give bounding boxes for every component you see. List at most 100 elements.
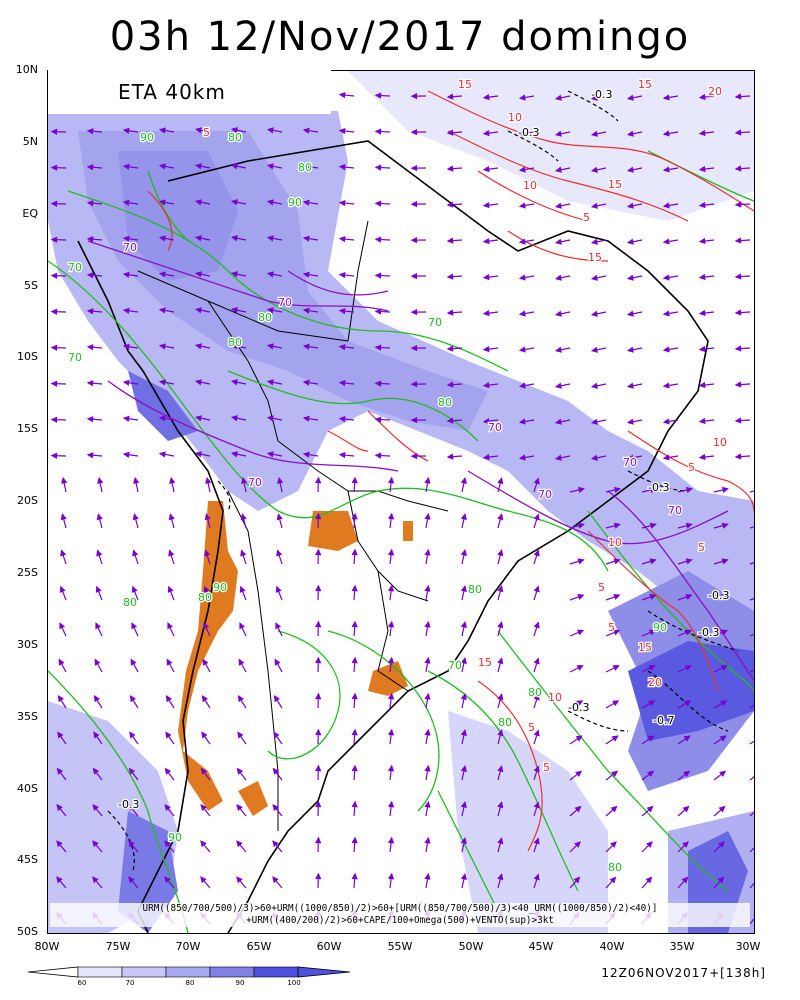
colorbar-label: 80 bbox=[185, 979, 195, 987]
wind-vector-head bbox=[387, 800, 395, 808]
wind-vector-head bbox=[681, 876, 689, 884]
wind-vector-head bbox=[648, 629, 657, 636]
wind-vector-head bbox=[590, 202, 598, 209]
green-contour-label: 80 bbox=[608, 861, 622, 874]
wind-vector-head bbox=[158, 379, 166, 386]
wind-vector-head bbox=[446, 129, 454, 136]
wind-vector-head bbox=[554, 310, 562, 317]
wind-vector-head bbox=[626, 130, 634, 137]
wind-vector-head bbox=[611, 735, 619, 742]
wind-vector-head bbox=[194, 199, 202, 206]
wind-vector-head bbox=[533, 693, 540, 701]
wind-vector-head bbox=[720, 665, 728, 671]
red-contour-label: 5 bbox=[203, 126, 210, 139]
green-contour-label: 80 bbox=[228, 336, 242, 349]
wind-vector-head bbox=[168, 549, 175, 557]
lat-label: 45S bbox=[17, 853, 38, 866]
wind-vector-head bbox=[387, 872, 395, 880]
wind-vector-head bbox=[575, 770, 583, 778]
wind-vector-head bbox=[194, 307, 202, 314]
wind-vector-head bbox=[315, 512, 322, 520]
wind-vector-head bbox=[662, 238, 670, 245]
wind-vector-head bbox=[93, 731, 100, 739]
wind-vector-head bbox=[167, 622, 174, 630]
wind-vector-head bbox=[446, 381, 454, 388]
wind-vector-head bbox=[684, 629, 693, 636]
wind-vector-head bbox=[577, 522, 585, 529]
wind-vector-head bbox=[230, 379, 238, 386]
wind-vector-head bbox=[682, 805, 690, 813]
wind-vector-head bbox=[497, 873, 504, 881]
wind-vector-head bbox=[374, 344, 382, 351]
wind-vector-head bbox=[158, 271, 166, 278]
wind-vector-head bbox=[410, 416, 418, 424]
wind-vector-head bbox=[576, 629, 585, 636]
wind-vector-head bbox=[662, 454, 670, 461]
wind-vector-head bbox=[685, 486, 693, 494]
map-panel[interactable]: 90 80 70 80 90 80 80 70 70 80 90 80 80 90 80 70 80 90 80 80… bbox=[47, 70, 755, 934]
lon-label: 35W bbox=[669, 940, 695, 953]
red-contour-label: 10 bbox=[508, 111, 522, 124]
red-contour-label: 15 bbox=[638, 78, 652, 91]
colorbar-cells bbox=[77, 966, 299, 978]
wind-vector-head bbox=[122, 127, 130, 134]
lon-label: 30W bbox=[735, 940, 761, 953]
wind-vector-head bbox=[646, 805, 654, 813]
black-contour-label: -0.3 bbox=[698, 626, 719, 639]
wind-vector-head bbox=[351, 620, 358, 628]
wind-vector-head bbox=[374, 416, 382, 423]
wind-vector-head bbox=[315, 836, 322, 844]
map-title: 03h 12/Nov/2017 domingo bbox=[109, 14, 691, 60]
wind-vector-head bbox=[734, 309, 742, 316]
wind-vector-head bbox=[50, 308, 58, 315]
wind-vector-head bbox=[158, 343, 166, 350]
wind-vector-head bbox=[351, 692, 358, 700]
wind-vector-head bbox=[497, 477, 504, 485]
wind-vector-head bbox=[57, 731, 64, 739]
red-contour-label: 5 bbox=[688, 461, 695, 474]
wind-vector-head bbox=[446, 309, 454, 316]
wind-vector-head bbox=[577, 594, 585, 600]
wind-vector-head bbox=[410, 128, 418, 136]
wind-vector-head bbox=[626, 418, 634, 425]
red-contour-label: 20 bbox=[648, 676, 662, 689]
wind-vector-head bbox=[446, 165, 454, 172]
wind-vector-head bbox=[56, 804, 63, 812]
colorbar-cell bbox=[121, 966, 167, 978]
wind-vector-head bbox=[266, 451, 274, 458]
wind-vector-head bbox=[338, 451, 346, 459]
wind-vector-head bbox=[122, 415, 130, 422]
wind-vector-head bbox=[626, 382, 634, 389]
wind-vector-head bbox=[533, 513, 540, 521]
wind-vector-head bbox=[237, 731, 244, 739]
wind-vector-head bbox=[86, 272, 94, 279]
wind-vector-head bbox=[460, 872, 467, 880]
wind-vector-head bbox=[239, 622, 246, 630]
wind-vector-head bbox=[590, 94, 598, 101]
wind-vector-head bbox=[86, 308, 94, 315]
wind-vector-head bbox=[50, 164, 58, 171]
wind-vector-head bbox=[96, 549, 103, 557]
wind-vector-head bbox=[338, 307, 346, 315]
wind-vector-head bbox=[613, 558, 621, 565]
lat-label: 15S bbox=[17, 422, 38, 435]
wind-vector-head bbox=[122, 235, 130, 242]
formula-line-2: +URM((400/200)/2)>60+CAPE/100+Omega(500)… bbox=[246, 915, 554, 926]
wind-vector bbox=[749, 490, 754, 493]
wind-vector-head bbox=[647, 770, 655, 778]
wind-vector-head bbox=[649, 522, 657, 529]
green-contour-label: 90 bbox=[140, 131, 154, 144]
wind-vector-head bbox=[482, 310, 490, 317]
purple-contour-label: 70 bbox=[668, 504, 682, 517]
wind-vector-head bbox=[518, 274, 526, 281]
wind-vector-head bbox=[204, 513, 211, 521]
wind-vector-head bbox=[86, 380, 94, 387]
wind-vector-head bbox=[590, 346, 598, 353]
wind-vector-head bbox=[374, 164, 382, 171]
wind-vector-head bbox=[698, 309, 706, 317]
wind-vector bbox=[749, 704, 754, 709]
wind-vector-head bbox=[230, 415, 238, 422]
wind-vector-head bbox=[237, 694, 244, 703]
wind-vector-head bbox=[59, 622, 66, 630]
wind-vector-head bbox=[50, 200, 58, 207]
